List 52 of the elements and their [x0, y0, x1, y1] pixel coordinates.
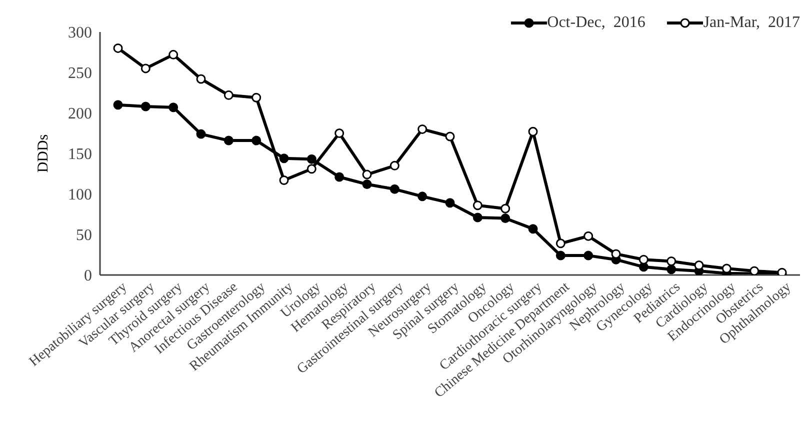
point [500, 204, 510, 214]
y-axis-title: DDDs [35, 134, 52, 173]
point [140, 64, 150, 74]
y-tick-label: 200 [68, 106, 92, 123]
point [334, 172, 344, 182]
point [500, 214, 510, 224]
y-tick-label: 150 [68, 146, 92, 164]
point [418, 124, 428, 134]
point [638, 254, 648, 264]
point [472, 212, 482, 222]
point [279, 154, 289, 164]
point [196, 129, 206, 139]
point [750, 266, 760, 275]
point [306, 164, 316, 174]
point [390, 184, 400, 194]
point [445, 132, 455, 142]
point [556, 238, 566, 248]
point [418, 192, 428, 202]
point [224, 90, 234, 100]
point [362, 180, 372, 190]
point [472, 200, 482, 210]
point [252, 92, 262, 102]
legend-label: Oct-Dec, 2016 [547, 14, 646, 32]
point [224, 136, 234, 146]
y-tick-label: 100 [68, 186, 92, 204]
point [113, 43, 123, 53]
y-tick-label: 0 [84, 268, 92, 285]
legend-label: Jan-Mar, 2017 [703, 14, 800, 32]
point [306, 154, 316, 164]
point [362, 170, 372, 180]
point [113, 100, 123, 110]
point [334, 128, 344, 138]
point [252, 136, 262, 146]
point [611, 249, 621, 259]
y-tick-label: 300 [68, 24, 92, 42]
point [666, 256, 676, 266]
point [722, 264, 732, 274]
point [584, 250, 594, 260]
point [556, 250, 566, 260]
point [528, 224, 538, 234]
y-tick-label: 50 [76, 227, 92, 244]
point [168, 50, 178, 60]
point [279, 175, 289, 185]
point [584, 231, 594, 241]
point [140, 102, 150, 112]
point [196, 74, 206, 84]
point [528, 126, 538, 136]
point [666, 264, 676, 274]
point [168, 102, 178, 112]
point [390, 160, 400, 170]
y-tick-label: 250 [68, 65, 92, 82]
point [445, 198, 455, 208]
